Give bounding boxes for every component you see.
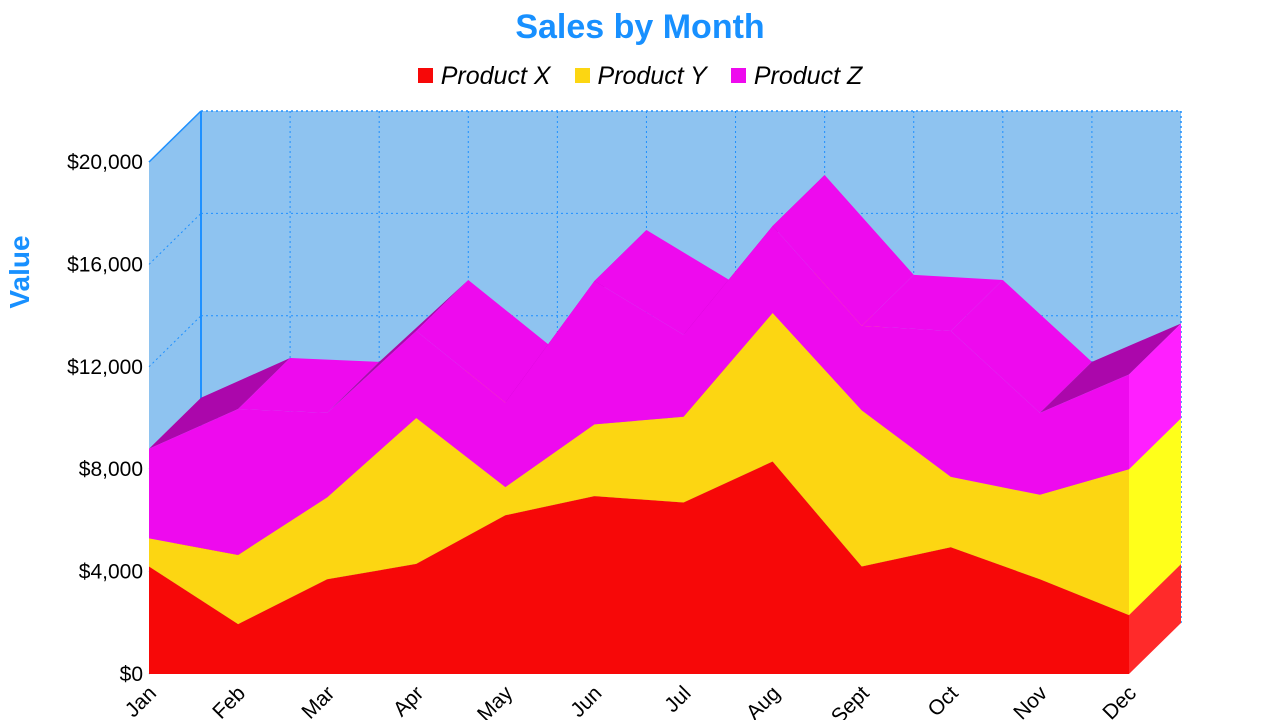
area-top-face (594, 230, 736, 335)
area-top-face (950, 279, 1092, 413)
grid-line-wall (148, 213, 202, 265)
series-areas (149, 175, 1181, 674)
x-tick-label: Apr (389, 682, 428, 720)
x-tick-label: Jun (566, 682, 606, 720)
legend: Product X Product Y Product Z (0, 62, 1280, 91)
y-tick-label: $16,000 (67, 253, 143, 276)
legend-item: Product Y (574, 62, 707, 91)
x-tick-label: Jul (660, 682, 695, 717)
area-front-face (149, 226, 1129, 555)
chart-title: Sales by Month (515, 8, 765, 46)
side-wall-top-edge (148, 110, 202, 163)
x-tick-label: Aug (742, 682, 785, 720)
area-side-face (1129, 418, 1181, 616)
grid-line-wall (148, 315, 202, 368)
legend-label: Product X (440, 62, 551, 90)
area-top-face (416, 279, 558, 403)
x-tick-label: Dec (1098, 682, 1141, 720)
y-tick-label: $8,000 (79, 458, 143, 481)
area-top-face (327, 279, 469, 413)
y-tick-label: $4,000 (79, 561, 143, 584)
area-top-face (1039, 323, 1181, 413)
x-tick-label: Oct (923, 682, 962, 720)
area-side-face (1129, 564, 1181, 674)
legend-swatch (574, 68, 590, 83)
legend-label: Product Z (753, 62, 863, 90)
legend-swatch (417, 68, 433, 83)
y-tick-label: $0 (120, 663, 143, 686)
legend-swatch (730, 68, 746, 83)
area-top-face (861, 274, 1003, 331)
series-product-z (149, 175, 1181, 555)
area-top-face (149, 358, 291, 449)
x-tick-label: Feb (208, 682, 250, 720)
legend-item: Product X (417, 62, 551, 91)
area-side-face (1129, 323, 1181, 470)
area-front-face (149, 461, 1129, 674)
legend-label: Product Y (597, 62, 707, 90)
x-tick-label: May (473, 681, 518, 720)
area-front-face (149, 313, 1129, 625)
x-tick-label: Mar (297, 682, 339, 720)
area-top-face (772, 175, 914, 326)
area-top-face (238, 358, 380, 413)
x-tick-label: Nov (1009, 681, 1052, 720)
legend-item: Product Z (730, 62, 863, 91)
y-tick-label: $20,000 (67, 151, 143, 174)
x-tick-label: Jan (121, 682, 161, 720)
x-tick-label: Sept (827, 682, 874, 720)
y-tick-label: $12,000 (67, 356, 143, 379)
